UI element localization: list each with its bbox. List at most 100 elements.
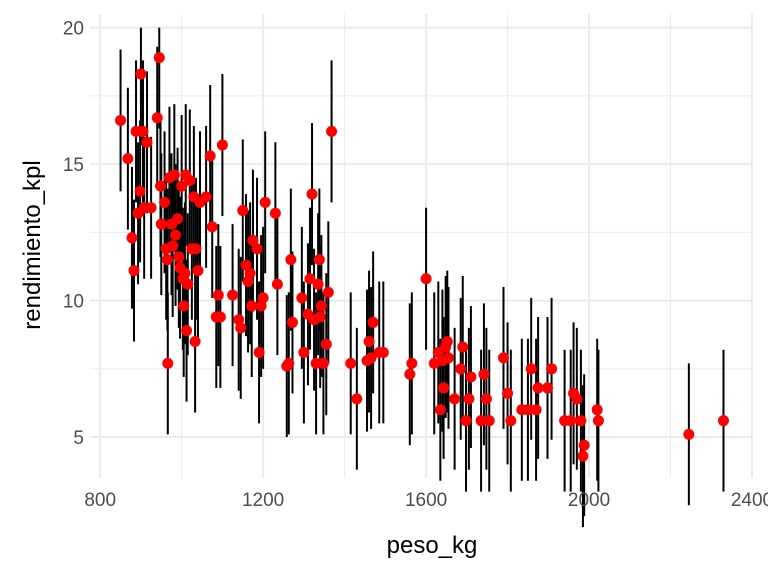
data-point (463, 393, 475, 405)
data-point (154, 180, 166, 192)
data-point (151, 112, 163, 124)
x-tick-label: 800 (84, 490, 116, 511)
data-point (541, 382, 553, 394)
data-point (172, 213, 184, 225)
data-point (192, 265, 204, 277)
data-point (285, 254, 297, 266)
data-point (577, 450, 589, 462)
data-point (502, 387, 514, 399)
data-point (575, 415, 587, 427)
data-point (173, 251, 185, 263)
data-point (214, 311, 226, 323)
y-tick-label: 10 (63, 292, 84, 313)
data-point (190, 243, 202, 255)
data-point (115, 114, 127, 126)
data-point (449, 393, 461, 405)
data-point (480, 393, 492, 405)
data-point (269, 207, 281, 219)
data-point (204, 150, 216, 162)
data-point (525, 363, 537, 375)
data-point (240, 259, 252, 271)
data-point (532, 382, 544, 394)
data-point (505, 415, 517, 427)
data-point (271, 278, 283, 290)
x-tick-label: 2000 (568, 490, 610, 511)
data-point (522, 404, 534, 416)
data-point (460, 415, 472, 427)
data-point (442, 352, 454, 364)
data-point (315, 300, 327, 312)
data-point (128, 265, 140, 277)
data-point (406, 357, 418, 369)
data-point (530, 404, 542, 416)
data-point (571, 393, 583, 405)
data-point (591, 404, 603, 416)
data-point (306, 188, 318, 200)
data-point (155, 218, 167, 230)
data-point (404, 368, 416, 380)
data-points (115, 52, 729, 462)
data-point (153, 52, 165, 64)
data-point (592, 415, 604, 427)
data-point (247, 235, 259, 247)
data-point (137, 125, 149, 137)
data-point (200, 191, 212, 203)
data-point (237, 205, 249, 217)
data-point (162, 357, 174, 369)
data-point (253, 346, 265, 358)
data-point (546, 363, 558, 375)
data-point (312, 278, 324, 290)
y-axis-ticks: 5 10 15 20 (63, 19, 84, 449)
data-point (135, 68, 147, 80)
y-tick-label: 15 (63, 155, 84, 176)
data-point (441, 336, 453, 348)
x-tick-label: 1600 (405, 490, 447, 511)
minor-gridlines (90, 14, 752, 478)
data-point (184, 174, 196, 186)
data-point (126, 232, 138, 244)
data-point (377, 346, 389, 358)
data-point (246, 300, 258, 312)
data-point (212, 289, 224, 301)
data-point (365, 352, 377, 364)
data-point (145, 202, 157, 214)
data-point (251, 243, 263, 255)
data-point (296, 292, 308, 304)
data-point (322, 286, 334, 298)
data-point (367, 316, 379, 328)
data-point (717, 415, 729, 427)
data-point (565, 415, 577, 427)
y-axis-title: rendimiento_kpl (19, 160, 46, 329)
data-point (168, 169, 180, 181)
x-tick-label: 1200 (242, 490, 284, 511)
data-point (179, 267, 191, 279)
y-tick-label: 20 (63, 19, 84, 40)
y-tick-label: 5 (73, 428, 84, 449)
data-point (478, 368, 490, 380)
x-axis-title: peso_kg (387, 532, 478, 559)
data-point (122, 153, 134, 165)
data-point (351, 393, 363, 405)
data-point (134, 185, 146, 197)
data-point (475, 415, 487, 427)
data-point (257, 292, 269, 304)
data-point (176, 180, 188, 192)
data-point (457, 341, 469, 353)
data-point (320, 338, 332, 350)
data-point (313, 254, 325, 266)
data-point (159, 196, 171, 208)
data-point (304, 273, 316, 285)
data-point (286, 316, 298, 328)
data-point (244, 267, 256, 279)
data-point (326, 125, 338, 137)
data-point (438, 382, 450, 394)
data-point (216, 139, 228, 151)
data-point (182, 278, 194, 290)
data-point (434, 404, 446, 416)
data-point (497, 352, 509, 364)
data-point (206, 221, 218, 233)
data-point (170, 229, 182, 241)
data-point (235, 322, 247, 334)
data-point (483, 415, 495, 427)
